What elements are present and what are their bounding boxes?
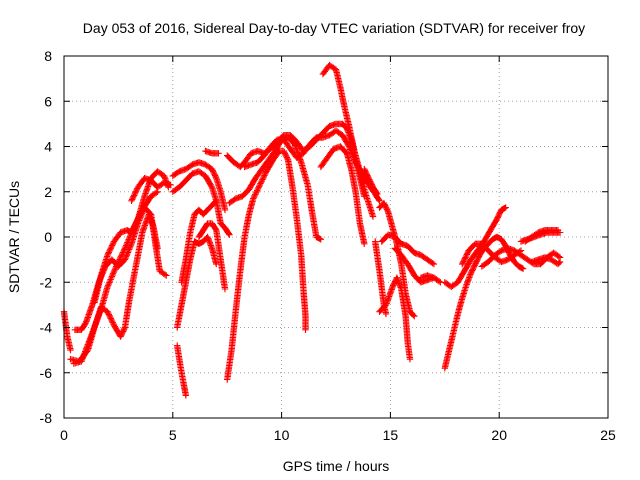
series-arc-33	[522, 227, 562, 245]
series-arc-01	[60, 308, 74, 354]
data-point-markers	[376, 274, 414, 363]
y-tick-label: 4	[44, 139, 52, 155]
series-arc-08	[174, 233, 220, 331]
x-tick-label: 10	[274, 427, 290, 443]
data-point-markers	[317, 143, 368, 247]
series-arc-05	[91, 168, 172, 306]
series-arc-15	[226, 134, 324, 243]
data-point-markers	[226, 134, 324, 243]
series-arc-24	[378, 231, 438, 268]
series-arc-34	[528, 254, 564, 268]
y-tick-label: -8	[40, 410, 53, 426]
data-point-markers	[178, 197, 220, 286]
y-tick-label: -4	[40, 320, 53, 336]
data-point-markers	[319, 61, 368, 200]
series-arc-13	[202, 147, 222, 157]
x-tick-label: 25	[600, 427, 616, 443]
series-arc-12	[195, 220, 229, 293]
series-arc-11	[178, 197, 220, 286]
data-point-markers	[67, 211, 161, 365]
series-arc-04	[67, 211, 161, 365]
data-point-markers	[91, 168, 172, 306]
data-point-markers	[478, 245, 525, 270]
data-markers	[60, 61, 564, 399]
data-point-markers	[391, 245, 444, 286]
data-point-markers	[441, 204, 509, 290]
data-point-markers	[195, 220, 229, 293]
data-point-markers	[169, 159, 229, 214]
data-point-markers	[169, 168, 233, 238]
data-point-markers	[528, 254, 564, 268]
series-arc-26	[417, 272, 438, 281]
series-arc-29	[459, 240, 525, 268]
series-arc-14	[224, 147, 309, 383]
x-tick-label: 15	[383, 427, 399, 443]
series-arc-28	[441, 204, 509, 290]
data-point-markers	[60, 308, 74, 354]
series-arc-23	[376, 274, 414, 363]
data-point-markers	[224, 147, 309, 383]
data-point-markers	[378, 231, 438, 268]
x-tick-label: 20	[491, 427, 507, 443]
x-axis-label: GPS time / hours	[283, 458, 390, 474]
y-tick-label: 6	[44, 93, 52, 109]
data-point-markers	[128, 175, 174, 204]
x-tick-label: 5	[169, 427, 177, 443]
data-point-markers	[417, 272, 438, 281]
y-tick-label: -2	[40, 274, 53, 290]
x-tick-label: 0	[60, 427, 68, 443]
y-tick-label: 8	[44, 48, 52, 64]
data-point-markers	[361, 165, 381, 198]
series-arc-30	[478, 245, 525, 270]
data-point-markers	[174, 233, 220, 331]
series-arc-10	[169, 159, 229, 214]
data-point-markers	[202, 147, 222, 157]
y-axis-label: SDTVAR / TECUs	[6, 181, 22, 293]
data-point-markers	[459, 240, 525, 268]
y-tick-label: 0	[44, 229, 52, 245]
series-arc-09	[169, 168, 233, 238]
series-arc-25	[391, 245, 444, 286]
data-point-markers	[174, 342, 190, 399]
series-arc-03	[71, 204, 170, 333]
y-tick-label: 2	[44, 184, 52, 200]
axis-ticks: 0 5 10 15 20 25 -8 -6 -4 -2 0 2 4 6 8	[40, 48, 616, 443]
series-arc-19	[319, 61, 368, 200]
series-arc-18	[317, 143, 368, 247]
series-arc-06	[128, 175, 174, 204]
series-arc-07	[174, 342, 190, 399]
y-tick-label: -6	[40, 365, 53, 381]
chart-title: Day 053 of 2016, Sidereal Day-to-day VTE…	[83, 20, 585, 36]
series-arc-20	[361, 165, 381, 198]
data-point-markers	[522, 227, 562, 245]
data-point-markers	[71, 204, 170, 333]
